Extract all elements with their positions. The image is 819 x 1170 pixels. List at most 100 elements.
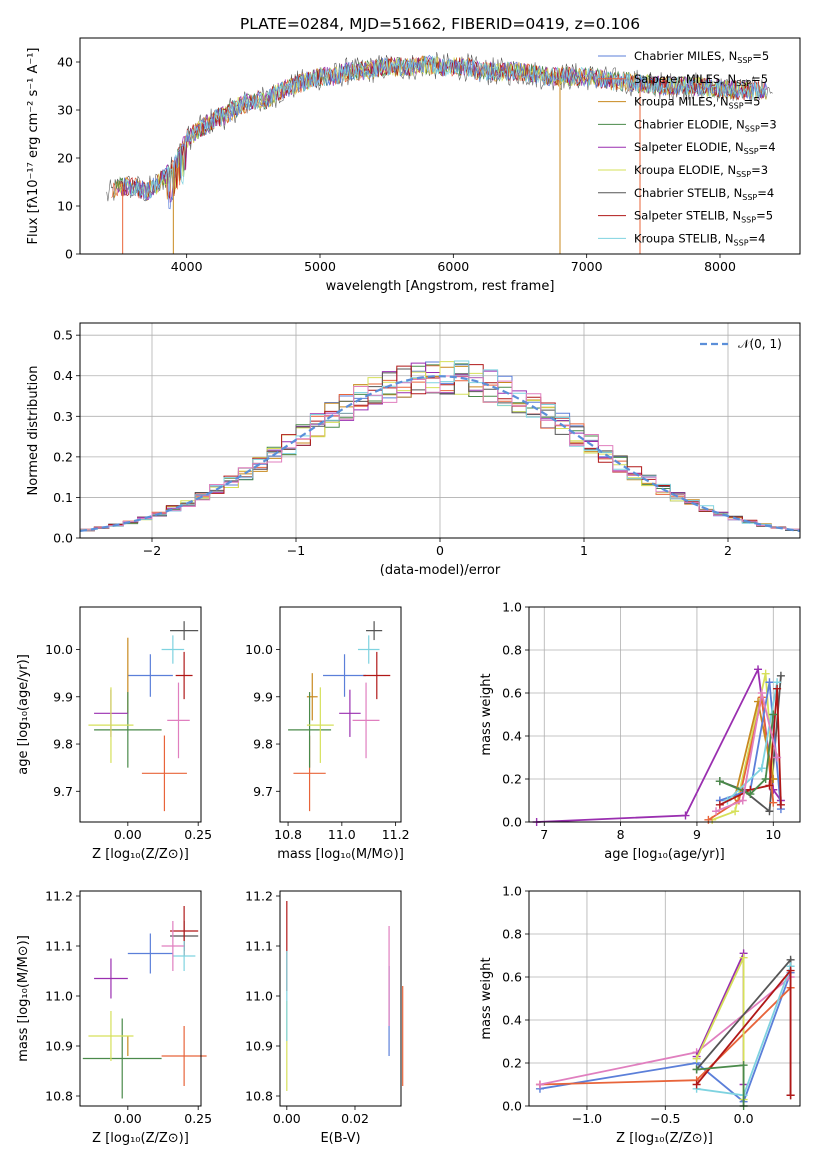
axes-frame xyxy=(79,37,801,255)
y-tick-label: 9.7 xyxy=(53,784,73,799)
x-axis-label: wavelength [Angstrom, rest frame] xyxy=(326,279,555,294)
y-tick-label: 0.3 xyxy=(53,409,73,424)
axes-frame xyxy=(528,890,801,1107)
x-tick-label: 11.2 xyxy=(382,827,410,842)
x-tick-label: 10 xyxy=(765,827,781,842)
x-tick-label: 4000 xyxy=(171,259,203,274)
y-tick-label: 10.0 xyxy=(245,642,273,657)
weight-marker xyxy=(761,775,770,783)
weight-vs-metallicity-panel: −1.0 −0.5 0.0 0.0 0.2 0.4 0.6 0.8 1.0 Z [log₁₀(Z/… xyxy=(479,884,801,1146)
x-axis-label: age [log₁₀(age/yr)] xyxy=(604,847,725,862)
y-tick-label: 10.8 xyxy=(245,1089,273,1104)
y-axis-label: age [log₁₀(age/yr)] xyxy=(16,654,31,775)
axes-frame xyxy=(279,890,402,1107)
legend-label: Kroupa MILES, NSSP=5 xyxy=(634,95,760,111)
y-tick-label: 10.8 xyxy=(45,1089,73,1104)
y-tick-label: 11.2 xyxy=(245,889,273,904)
x-tick-label: 2 xyxy=(724,543,732,558)
x-tick-label: 0.25 xyxy=(184,827,212,842)
axes-frame xyxy=(528,606,801,823)
weight-line xyxy=(696,1064,745,1106)
axes-frame xyxy=(79,890,202,1107)
y-tick-label: 40 xyxy=(57,55,73,70)
weight-line xyxy=(536,666,782,823)
weight-marker xyxy=(692,1054,701,1063)
x-tick-label: 8000 xyxy=(704,259,736,274)
y-tick-label: 0 xyxy=(65,247,73,262)
y-tick-label: 10 xyxy=(57,199,73,214)
weight-marker xyxy=(765,781,774,790)
x-tick-label: 11.0 xyxy=(328,827,356,842)
y-tick-label: 10.9 xyxy=(45,1039,73,1054)
legend-label: Kroupa STELIB, NSSP=4 xyxy=(634,231,765,247)
legend-label: 𝒩(0, 1) xyxy=(738,337,782,351)
y-tick-label: 0.4 xyxy=(53,368,73,383)
weight-marker xyxy=(773,684,782,693)
y-tick-label: 0.0 xyxy=(502,815,522,830)
weight-marker xyxy=(712,807,721,816)
weight-marker xyxy=(746,790,755,799)
weight-marker xyxy=(773,753,782,762)
x-axis-label: E(B-V) xyxy=(320,1131,360,1146)
y-tick-label: 0.8 xyxy=(502,927,522,942)
x-tick-label: 0.0 xyxy=(734,1111,754,1126)
weight-line xyxy=(695,957,745,1100)
legend-label: Salpeter ELODIE, NSSP=4 xyxy=(634,140,776,156)
y-tick-label: 1.0 xyxy=(502,600,522,615)
x-tick-label: 0 xyxy=(436,543,444,558)
weight-marker xyxy=(731,807,740,816)
weight-marker xyxy=(765,807,774,816)
x-tick-label: 0.00 xyxy=(273,1111,301,1126)
spectrum-line xyxy=(124,55,767,199)
weight-marker xyxy=(692,1065,701,1074)
y-tick-label: 10.9 xyxy=(245,1039,273,1054)
weight-marker xyxy=(715,800,724,809)
histogram-step xyxy=(80,361,800,530)
mass-vs-extinction-panel: 0.00 0.02 10.8 10.9 11.0 11.1 11.2 E(B-V) xyxy=(245,889,404,1146)
weight-vs-age-panel: 7 8 9 10 0.0 0.2 0.4 0.6 0.8 1.0 age [log₁₀(age/yr… xyxy=(479,600,801,862)
y-tick-label: 11.1 xyxy=(245,939,273,954)
weight-marker xyxy=(704,815,713,824)
x-tick-label: 5000 xyxy=(304,259,336,274)
weight-marker xyxy=(681,811,690,820)
weight-marker xyxy=(738,796,747,805)
spectrum-panel: 4000 5000 6000 7000 8000 0 10 20 30 40 wavelength … xyxy=(26,37,801,294)
weight-marker xyxy=(769,710,778,719)
legend-label: Chabrier ELODIE, NSSP=3 xyxy=(634,117,777,133)
axes-frame xyxy=(79,606,202,823)
age-vs-metallicity-panel: 0.00 0.25 9.7 9.8 9.9 10.0 Z [log₁₀(Z/Z⊙)] age … xyxy=(16,606,212,862)
x-tick-label: 10.8 xyxy=(274,827,302,842)
weight-marker xyxy=(757,764,766,773)
axes-frame xyxy=(279,606,402,823)
x-tick-label: 0.25 xyxy=(184,1111,212,1126)
x-tick-label: 9 xyxy=(693,827,701,842)
weight-marker xyxy=(786,966,795,975)
weight-marker xyxy=(765,678,774,687)
weight-line xyxy=(715,692,778,813)
legend-label: Kroupa ELODIE, NSSP=3 xyxy=(634,163,768,179)
spectrum-line xyxy=(122,54,767,210)
x-tick-label: 0.02 xyxy=(341,1111,369,1126)
mass-vs-metallicity-panel: 0.00 0.25 10.8 10.9 11.0 11.1 11.2 Z [log₁₀(Z/Z… xyxy=(16,889,212,1147)
x-tick-label: −1 xyxy=(287,543,305,558)
y-tick-label: 0.4 xyxy=(502,729,522,744)
legend-label: Chabrier MILES, NSSP=5 xyxy=(634,49,769,65)
weight-marker xyxy=(739,953,748,962)
weight-marker xyxy=(754,665,763,674)
x-tick-label: 7000 xyxy=(571,259,603,274)
weight-marker xyxy=(776,671,785,680)
x-tick-label: −0.5 xyxy=(650,1111,680,1126)
weight-marker xyxy=(769,798,778,807)
x-tick-label: 8 xyxy=(617,827,625,842)
y-tick-label: 11.2 xyxy=(45,889,73,904)
weight-marker xyxy=(739,1061,748,1070)
y-tick-label: 0.2 xyxy=(53,449,73,464)
x-axis-label: (data-model)/error xyxy=(380,563,501,578)
weight-marker xyxy=(535,1080,544,1089)
legend-label: Salpeter STELIB, NSSP=5 xyxy=(634,209,773,225)
histogram-step xyxy=(80,368,800,532)
y-tick-label: 0.2 xyxy=(502,772,522,787)
weight-line xyxy=(539,972,792,1104)
y-tick-label: 9.8 xyxy=(253,737,273,752)
